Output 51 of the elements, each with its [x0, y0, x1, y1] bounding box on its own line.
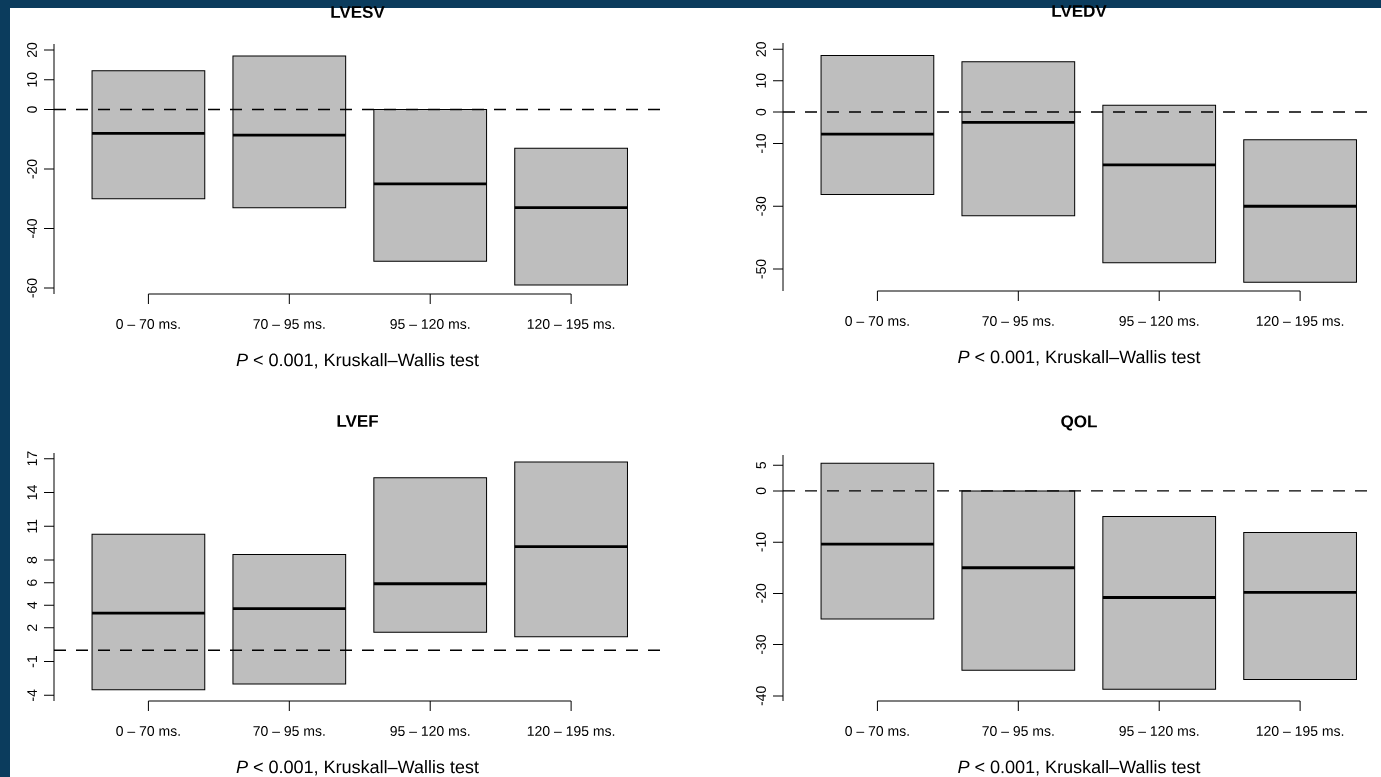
- y-tick-label: -4: [27, 689, 37, 701]
- x-tick-label: 70 – 95 ms.: [982, 316, 1054, 326]
- x-tick-label: 120 – 195 ms.: [1256, 726, 1344, 736]
- y-tick-label: 17: [27, 451, 37, 466]
- y-tick-label: 0: [756, 487, 766, 495]
- y-tick-label: -50: [756, 259, 766, 279]
- x-tick-label: 95 – 120 ms.: [390, 726, 470, 736]
- x-axis-title: P < 0.001, Kruskall–Wallis test: [236, 353, 479, 369]
- y-tick-label: 5: [756, 461, 766, 469]
- chart-title: LVEF: [337, 415, 378, 427]
- x-tick-label: 120 – 195 ms.: [1256, 316, 1344, 326]
- y-tick-label: -40: [756, 686, 766, 706]
- y-tick-label: 0: [27, 106, 37, 113]
- chart-title: LVESV: [331, 6, 385, 19]
- x-tick-label: 70 – 95 ms.: [982, 726, 1054, 736]
- y-tick-label: -30: [756, 635, 766, 655]
- y-tick-label: -30: [756, 196, 766, 216]
- y-tick-label: 2: [27, 624, 37, 631]
- x-tick-label: 0 – 70 ms.: [116, 726, 180, 736]
- x-axis-title: P < 0.001, Kruskall–Wallis test: [958, 350, 1201, 366]
- x-tick-label: 95 – 120 ms.: [1119, 316, 1199, 326]
- x-axis-title: P < 0.001, Kruskall–Wallis test: [958, 760, 1201, 776]
- x-tick-label: 0 – 70 ms.: [116, 319, 180, 329]
- y-tick-label: 0: [756, 108, 766, 116]
- y-tick-label: 6: [27, 579, 37, 586]
- y-tick-label: 8: [27, 556, 37, 564]
- x-tick-label: 95 – 120 ms.: [390, 319, 470, 329]
- y-tick-label: -60: [27, 278, 37, 298]
- x-tick-label: 70 – 95 ms.: [253, 726, 325, 736]
- y-tick-label: -20: [756, 583, 766, 603]
- y-tick-label: 20: [27, 42, 37, 58]
- x-tick-label: 95 – 120 ms.: [1119, 726, 1199, 736]
- y-tick-label: 20: [756, 42, 766, 57]
- x-tick-label: 120 – 195 ms.: [527, 319, 615, 329]
- y-tick-label: 10: [756, 73, 766, 88]
- x-tick-label: 0 – 70 ms.: [845, 316, 909, 326]
- y-tick-label: 4: [27, 601, 37, 609]
- chart-title: QOL: [1061, 415, 1097, 431]
- x-axis-title: P < 0.001, Kruskall–Wallis test: [236, 760, 479, 776]
- y-tick-label: -10: [756, 532, 766, 552]
- chart-title: LVEDV: [1052, 5, 1107, 17]
- y-tick-label: -20: [27, 159, 37, 179]
- y-tick-label: 14: [27, 485, 37, 500]
- x-tick-label: 120 – 195 ms.: [527, 726, 615, 736]
- y-tick-label: -40: [27, 218, 37, 239]
- y-tick-label: 11: [27, 519, 37, 533]
- y-tick-label: 10: [27, 72, 37, 87]
- y-tick-label: -10: [756, 133, 766, 153]
- x-tick-label: 70 – 95 ms.: [253, 319, 325, 329]
- x-tick-label: 0 – 70 ms.: [845, 726, 909, 736]
- y-tick-label: -1: [27, 656, 37, 668]
